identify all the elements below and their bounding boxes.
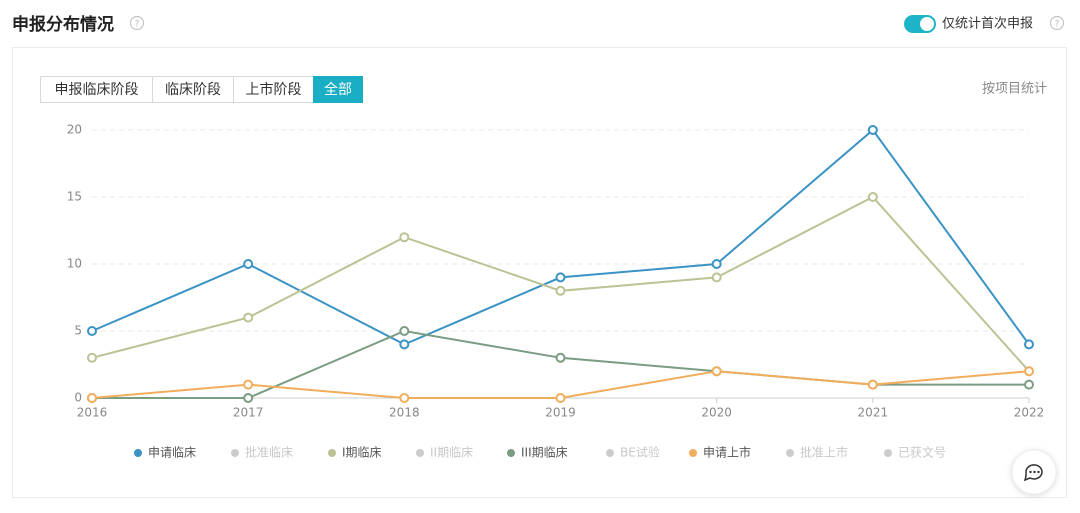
legend-dot[interactable] (231, 449, 239, 457)
data-point (87, 326, 97, 336)
legend-label[interactable]: 批准临床 (245, 445, 293, 460)
y-tick-label: 15 (67, 190, 82, 204)
data-point (867, 379, 878, 390)
data-point (711, 259, 722, 269)
legend-label[interactable]: I期临床 (342, 446, 382, 460)
data-point (711, 366, 722, 377)
tab[interactable] (233, 76, 314, 103)
x-tick-label: 2017 (233, 406, 264, 420)
data-point (399, 326, 410, 336)
legend-dot[interactable] (328, 449, 336, 457)
title: 申报分布情况 (12, 14, 114, 35)
legend-dot[interactable] (134, 449, 142, 457)
data-point (867, 192, 878, 202)
tab[interactable] (152, 76, 234, 103)
legend-dot[interactable] (689, 449, 697, 457)
y-tick-label: 5 (74, 324, 82, 338)
data-point (555, 352, 566, 363)
svg-text:?: ? (1055, 20, 1060, 30)
data-point (555, 272, 566, 283)
series-line (91, 195, 1030, 372)
x-tick-label: 2016 (77, 406, 108, 420)
x-tick-label: 2021 (858, 406, 889, 420)
card (12, 47, 1067, 498)
legend-dot[interactable] (606, 449, 614, 457)
data-point (243, 379, 254, 390)
legend-label[interactable]: 批准上市 (800, 445, 848, 460)
data-point (1024, 339, 1034, 350)
series-line (92, 329, 1029, 399)
x-tick-label: 2020 (701, 406, 732, 420)
tab-label: 申报临床阶段 (55, 82, 139, 98)
y-tick-label: 20 (67, 123, 82, 137)
data-point (243, 259, 254, 269)
data-point (87, 393, 97, 403)
chat-button[interactable] (1011, 449, 1057, 495)
x-tick-label: 2022 (1014, 406, 1045, 420)
data-point (1024, 379, 1034, 390)
data-point (555, 393, 566, 403)
legend-dot[interactable] (884, 449, 892, 457)
tab-label: 上市阶段 (246, 81, 302, 98)
legend-label[interactable]: 申请上市 (703, 445, 751, 460)
tab[interactable] (40, 76, 153, 103)
legend-dot[interactable] (416, 449, 424, 457)
data-point (555, 285, 566, 296)
data-point (243, 312, 254, 323)
tab[interactable] (313, 76, 363, 103)
y-tick-label: 0 (74, 391, 82, 405)
legend-label[interactable]: II期临床 (430, 446, 473, 460)
data-point (399, 232, 410, 243)
y-tick-label: 10 (67, 257, 82, 271)
data-point (399, 393, 410, 403)
legend-dot[interactable] (507, 449, 515, 457)
series-line (91, 128, 1030, 346)
toggle-label: 仅统计首次申报 (942, 16, 1033, 32)
data-point (243, 393, 254, 403)
toggle[interactable] (904, 15, 936, 33)
stat-link[interactable]: 按项目统计 (982, 82, 1047, 97)
legend-label[interactable]: 已获文号 (898, 445, 946, 460)
data-point (87, 352, 97, 363)
x-tick-label: 2018 (389, 406, 420, 420)
data-point (1024, 366, 1034, 377)
legend-label[interactable]: BE试验 (620, 445, 660, 460)
svg-text:?: ? (135, 20, 140, 30)
x-tick-label: 2019 (545, 406, 576, 420)
legend-label[interactable]: III期临床 (521, 446, 568, 460)
data-point (399, 339, 410, 350)
help-icon[interactable]: ? (130, 16, 144, 30)
legend-label[interactable]: 申请临床 (148, 446, 196, 460)
tab-label: 临床阶段 (165, 82, 221, 98)
data-point (711, 272, 722, 283)
legend-dot[interactable] (786, 449, 794, 457)
tab-label: 全部 (324, 81, 352, 98)
help-icon[interactable]: ? (1050, 16, 1064, 30)
data-point (867, 125, 878, 135)
